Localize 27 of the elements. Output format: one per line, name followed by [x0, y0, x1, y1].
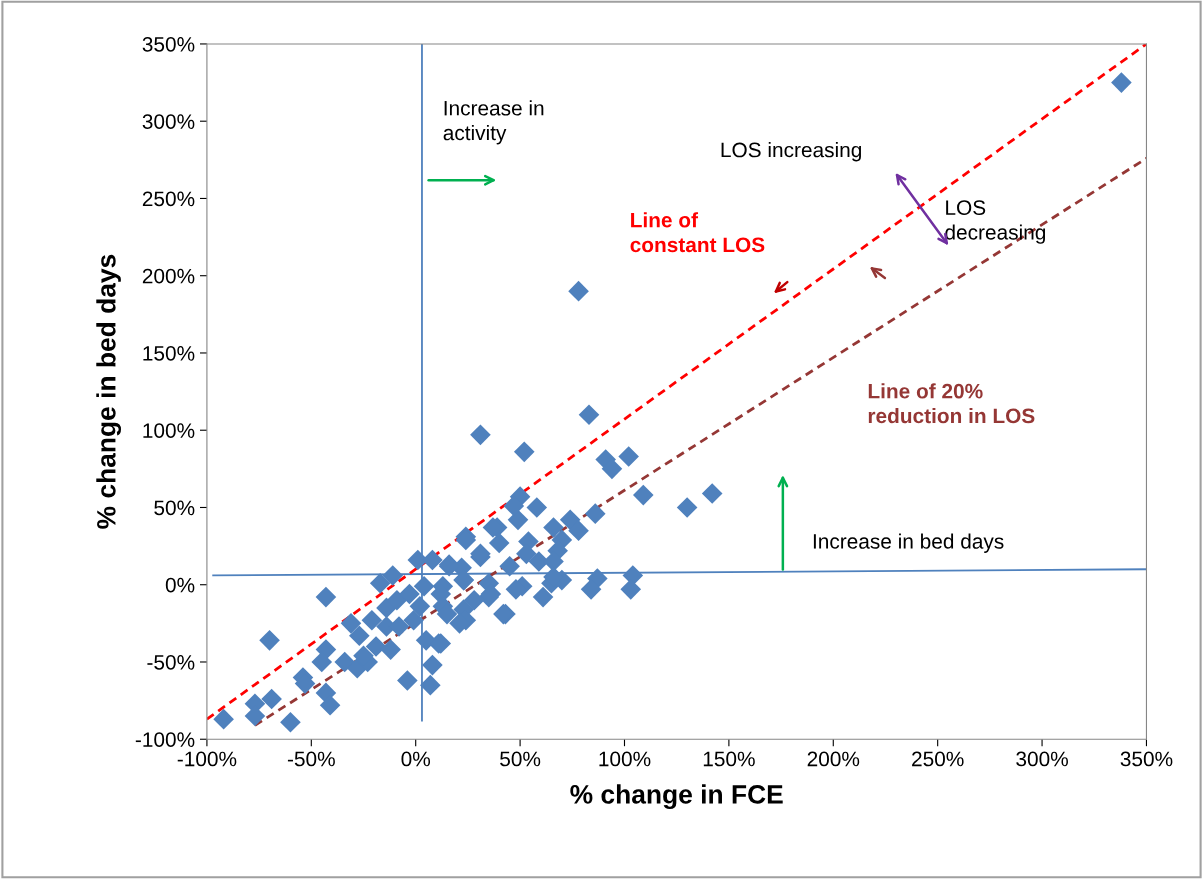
y-tick-label: 250% — [142, 191, 195, 207]
x-tick-label: 100% — [599, 751, 651, 767]
y-tick-label: 150% — [143, 345, 195, 361]
y-tick-label: 300% — [142, 114, 195, 129]
y-tick-label: 50% — [154, 500, 195, 516]
y-tick-label: -50% — [147, 654, 195, 670]
annotation: LOS increasing — [721, 142, 861, 162]
y-tick-label: 350% — [142, 36, 195, 52]
annotation: Line of constant LOS — [630, 212, 765, 253]
x-tick-label: 350% — [1120, 751, 1173, 767]
y-tick-label: 100% — [143, 423, 195, 438]
x-tick-label: 150% — [703, 751, 755, 767]
x-tick-label: 300% — [1016, 751, 1068, 767]
y-axis-title: % change in bed days — [96, 254, 121, 529]
annotation: Increase in activity — [443, 100, 544, 145]
x-tick-label: 200% — [807, 751, 860, 767]
x-tick-label: -100% — [177, 751, 237, 767]
annotation: Increase in bed days — [813, 533, 1004, 553]
annotation: Line of 20% reduction in LOS — [868, 383, 1035, 424]
y-tick-label: 200% — [142, 268, 195, 284]
y-tick-label: 0% — [165, 577, 195, 593]
x-tick-label: 50% — [500, 751, 541, 767]
x-tick-label: 0% — [401, 751, 431, 767]
y-tick-label: -100% — [135, 732, 195, 747]
x-tick-label: -50% — [287, 751, 335, 767]
x-tick-label: 250% — [912, 751, 964, 767]
x-axis-title: % change in FCE — [570, 784, 783, 810]
